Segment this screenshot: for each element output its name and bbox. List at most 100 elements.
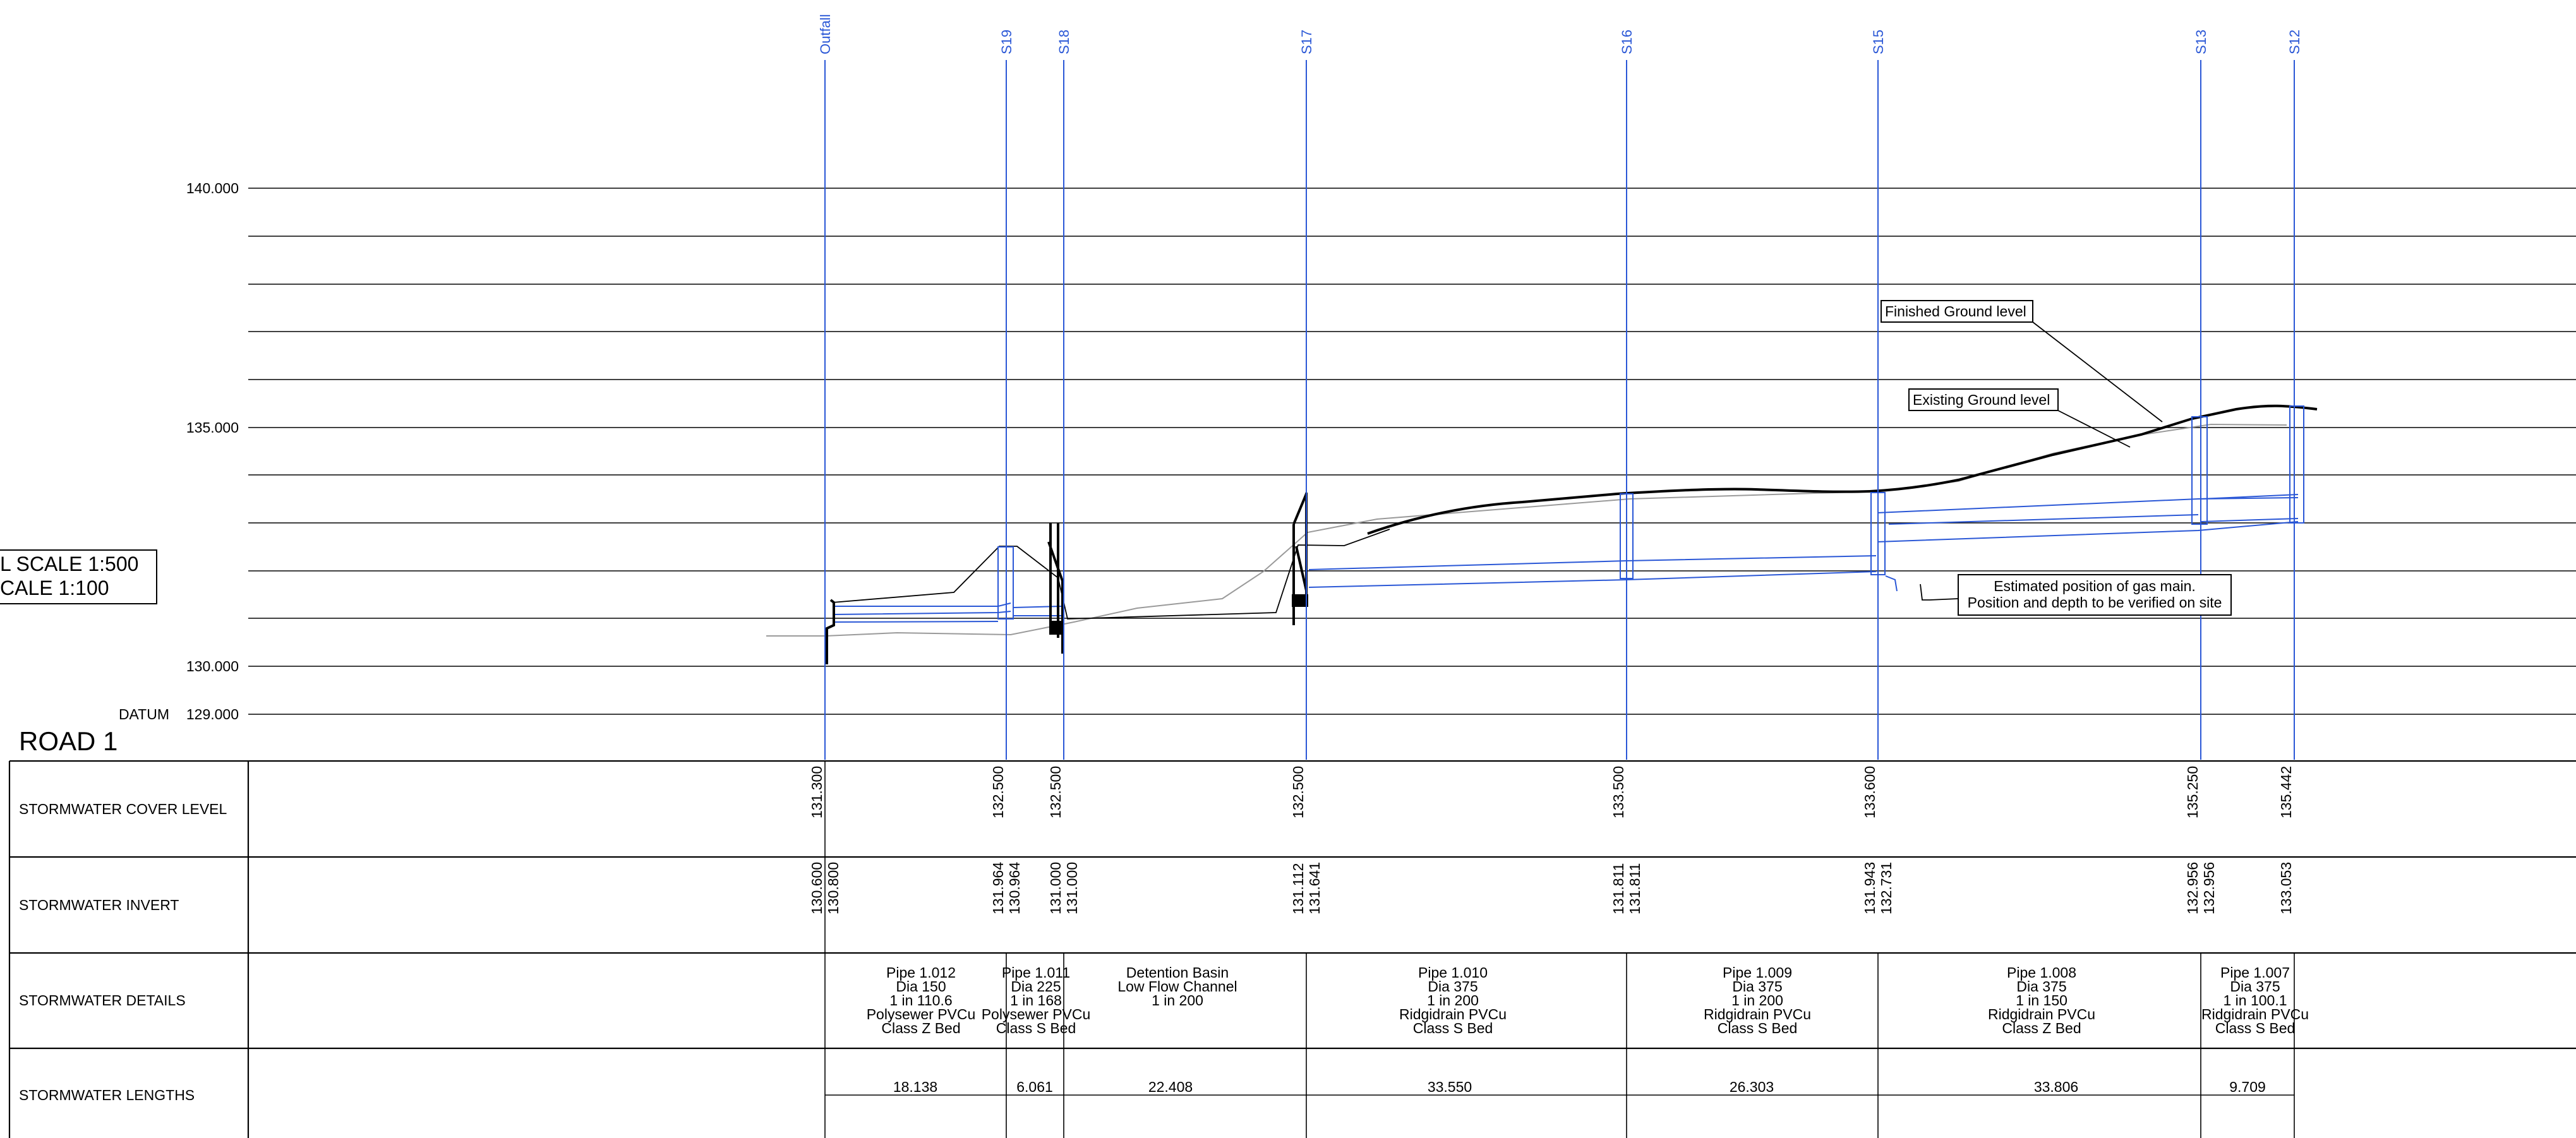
length-pipe-1010: 33.550 <box>1428 1079 1472 1095</box>
finished-ground-label: Finished Ground level <box>1885 303 2026 320</box>
row-label-details: STORMWATER DETAILS <box>19 992 186 1009</box>
existing-ground-leader <box>2057 410 2131 448</box>
cover-s13: 135.250 <box>2184 766 2201 818</box>
details-pipe-1008: Pipe 1.008 Dia 375 1 in 150 Ridgidrain P… <box>1988 964 2095 1036</box>
invert-s12-a: 133.053 <box>2278 862 2294 914</box>
pipe-1010-bottom <box>1308 571 1877 588</box>
cover-s15: 133.600 <box>1862 766 1878 818</box>
datum-label: DATUM <box>119 706 169 722</box>
invert-outfall-a: 130.600 <box>809 862 825 914</box>
label-s13: S13 <box>2193 30 2209 54</box>
gas-main-note-1: Estimated position of gas main. <box>1994 578 2196 594</box>
outfall-headwall <box>826 599 835 664</box>
data-table: STORMWATER COVER LEVEL STORMWATER INVERT… <box>8 760 2576 1138</box>
detail-line: 1 in 200 <box>1152 992 1203 1009</box>
level-gridlines <box>248 188 2576 715</box>
invert-s18-b: 131.000 <box>1064 862 1080 914</box>
pipe-1012-top <box>834 602 1011 607</box>
detail-line: Polysewer PVCu <box>867 1006 976 1022</box>
existing-ground-label: Existing Ground level <box>1913 392 2050 408</box>
cover-outfall: 131.300 <box>809 766 825 818</box>
detail-line: Polysewer PVCu <box>982 1006 1091 1022</box>
datum-value: 129.000 <box>186 706 239 722</box>
invert-s17-a: 131.112 <box>1290 863 1306 914</box>
label-s12: S12 <box>2287 30 2302 54</box>
pipe-1011-top <box>1013 606 1062 608</box>
length-detention-basin: 22.408 <box>1148 1079 1193 1095</box>
detail-line: Dia 225 <box>1011 978 1061 995</box>
level-label-140: 140.000 <box>186 180 239 196</box>
pipe-1008-bottom <box>1877 521 2299 542</box>
label-s15: S15 <box>1870 30 1886 54</box>
gas-main-leader <box>1920 584 1959 601</box>
details-pipe-1012: Pipe 1.012 Dia 150 1 in 110.6 Polysewer … <box>867 964 976 1036</box>
pipe-1012-bottom <box>833 621 999 623</box>
pipe-1010-top <box>1308 555 1877 570</box>
length-pipe-1009: 26.303 <box>1730 1079 1774 1095</box>
invert-s19-a: 131.964 <box>990 862 1006 914</box>
length-pipe-1008: 33.806 <box>2034 1079 2078 1095</box>
detail-line: Dia 375 <box>1428 978 1478 995</box>
details-pipe-1009: Pipe 1.009 Dia 375 1 in 200 Ridgidrain P… <box>1704 964 1811 1036</box>
length-pipe-1011: 6.061 <box>1016 1079 1053 1095</box>
pipe-1012-mid <box>833 611 1011 615</box>
cover-s12: 135.442 <box>2278 766 2294 818</box>
detail-line: Pipe 1.010 <box>1418 964 1488 981</box>
detail-line: Pipe 1.008 <box>2007 964 2076 981</box>
detail-line: Pipe 1.009 <box>1723 964 1792 981</box>
details-detention-basin: Detention Basin Low Flow Channel 1 in 20… <box>1117 964 1237 1009</box>
structures <box>826 493 1308 664</box>
row-label-lengths: STORMWATER LENGTHS <box>19 1087 195 1103</box>
detail-line: 1 in 200 <box>1427 992 1479 1009</box>
cover-s17: 132.500 <box>1290 766 1306 818</box>
row-label-cover: STORMWATER COVER LEVEL <box>19 801 227 817</box>
detail-line: Class Z Bed <box>881 1020 960 1036</box>
details-pipe-1011: Pipe 1.011 Dia 225 1 in 168 Polysewer PV… <box>982 964 1091 1036</box>
gas-main-note-2: Position and depth to be verified on sit… <box>1968 594 2222 611</box>
detail-line: Pipe 1.011 <box>1002 964 1070 981</box>
invert-s19-b: 130.964 <box>1006 862 1023 914</box>
detail-line: Ridgidrain PVCu <box>2201 1006 2309 1022</box>
cover-s16: 133.500 <box>1610 766 1627 818</box>
length-pipe-1007: 9.709 <box>2229 1079 2266 1095</box>
detail-line: Ridgidrain PVCu <box>1988 1006 2095 1022</box>
scale-horizontal: L SCALE 1:500 <box>0 553 138 575</box>
label-s19: S19 <box>999 30 1014 54</box>
chainage-lines <box>824 60 2295 760</box>
invert-s15-a: 131.943 <box>1862 862 1878 914</box>
length-pipe-1012: 18.138 <box>893 1079 937 1095</box>
detail-line: Dia 375 <box>1732 978 1782 995</box>
label-s18: S18 <box>1056 30 1072 54</box>
detail-line: 1 in 200 <box>1731 992 1783 1009</box>
detail-line: 1 in 168 <box>1010 992 1062 1009</box>
label-s16: S16 <box>1619 30 1635 54</box>
invert-s16-a: 131.811 <box>1610 863 1627 914</box>
invert-s16-b: 131.811 <box>1627 863 1643 914</box>
detail-line: Ridgidrain PVCu <box>1399 1006 1507 1022</box>
segment-lengths: 18.138 6.061 22.408 33.550 26.303 33.806… <box>893 1079 2266 1095</box>
s18-base <box>1049 621 1064 635</box>
gas-main-callout <box>1958 574 2232 616</box>
pipe-1007-top <box>2201 494 2299 500</box>
scale-box <box>0 549 157 604</box>
level-label-130: 130.000 <box>186 658 239 674</box>
cover-s19: 132.500 <box>990 766 1006 818</box>
detail-line: Detention Basin <box>1126 964 1229 981</box>
invert-s13-b: 132.956 <box>2201 862 2217 914</box>
s17-base <box>1292 594 1308 607</box>
invert-levels: 130.600 130.800 131.964 130.964 131.000 … <box>809 862 2294 914</box>
label-outfall: Outfall <box>817 14 833 54</box>
pipe-1007-bottom <box>2201 518 2299 522</box>
level-label-135: 135.000 <box>186 419 239 436</box>
cover-levels: 131.300 132.500 132.500 132.500 133.500 … <box>809 766 2294 818</box>
road-title: ROAD 1 <box>19 726 117 756</box>
detail-line: Pipe 1.007 <box>2220 964 2290 981</box>
detail-line: Class S Bed <box>1413 1020 1493 1036</box>
detail-line: 1 in 100.1 <box>2223 992 2287 1009</box>
details-pipe-1007: Pipe 1.007 Dia 375 1 in 100.1 Ridgidrain… <box>2201 964 2309 1036</box>
detail-line: Dia 375 <box>2230 978 2280 995</box>
pipe-1008-top <box>1877 497 2299 513</box>
manhole-s12 <box>2289 405 2304 524</box>
manhole-s15-outlet <box>1885 575 1898 592</box>
